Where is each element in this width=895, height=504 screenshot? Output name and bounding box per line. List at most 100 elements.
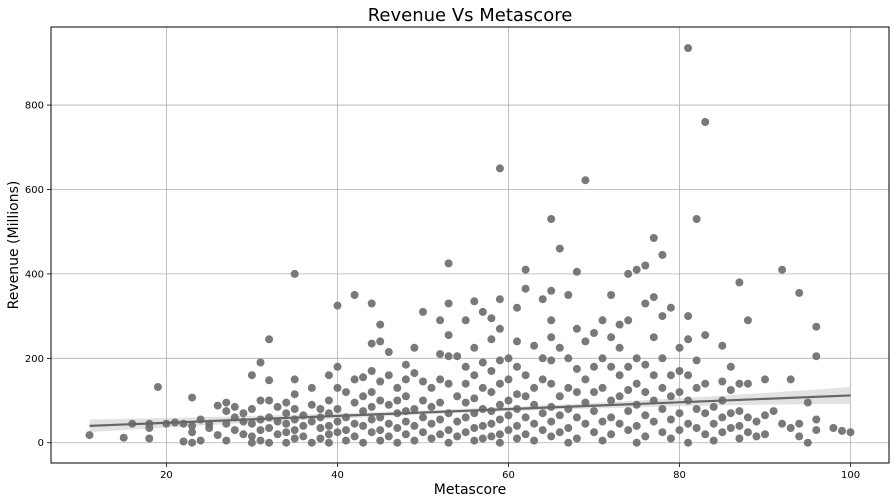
data-point bbox=[530, 341, 539, 350]
data-point bbox=[581, 176, 590, 185]
data-point bbox=[684, 44, 693, 53]
data-point bbox=[461, 398, 470, 407]
data-point bbox=[547, 215, 556, 223]
data-point bbox=[478, 434, 487, 443]
data-point bbox=[761, 430, 769, 439]
data-point bbox=[478, 421, 487, 430]
x-tick-label: 40 bbox=[331, 470, 344, 481]
data-point bbox=[247, 438, 256, 447]
data-point bbox=[419, 396, 427, 405]
data-point bbox=[726, 409, 735, 418]
data-point bbox=[684, 438, 693, 447]
data-point bbox=[290, 426, 299, 435]
data-point bbox=[607, 430, 616, 439]
data-point bbox=[555, 411, 564, 420]
data-point bbox=[256, 396, 265, 405]
data-point bbox=[769, 407, 778, 416]
data-point bbox=[350, 398, 359, 407]
data-point bbox=[359, 421, 368, 430]
data-point bbox=[735, 434, 744, 443]
data-point bbox=[342, 388, 350, 397]
data-point bbox=[735, 421, 744, 430]
data-point bbox=[419, 307, 427, 316]
x-tick-layer: 20 40 60 80 100 bbox=[160, 463, 860, 481]
data-point bbox=[607, 362, 616, 371]
data-point bbox=[615, 320, 624, 329]
data-point bbox=[624, 407, 633, 416]
y-tick-label: 600 bbox=[25, 185, 44, 196]
data-point bbox=[743, 428, 752, 437]
data-point bbox=[265, 396, 274, 405]
data-point bbox=[615, 371, 624, 380]
data-point bbox=[598, 316, 607, 325]
data-point bbox=[401, 360, 410, 369]
data-point bbox=[495, 164, 504, 173]
data-point bbox=[684, 396, 693, 405]
data-point bbox=[290, 375, 299, 384]
data-point bbox=[743, 379, 752, 388]
data-point bbox=[555, 392, 564, 401]
data-point bbox=[359, 407, 368, 416]
data-point bbox=[453, 352, 462, 361]
data-point bbox=[470, 371, 479, 380]
data-point bbox=[547, 333, 556, 342]
x-tick-label: 80 bbox=[673, 470, 686, 481]
data-point bbox=[504, 375, 513, 384]
data-point bbox=[453, 432, 462, 441]
data-point bbox=[590, 362, 598, 371]
data-point bbox=[607, 413, 616, 422]
data-point bbox=[641, 411, 650, 420]
data-point bbox=[812, 352, 821, 361]
data-point bbox=[555, 428, 564, 437]
data-point bbox=[615, 392, 624, 401]
data-point bbox=[786, 375, 795, 384]
data-point bbox=[684, 371, 693, 380]
data-point bbox=[590, 407, 598, 416]
data-point bbox=[444, 259, 453, 268]
data-point bbox=[538, 409, 547, 418]
x-tick-label: 60 bbox=[502, 470, 515, 481]
data-point bbox=[632, 438, 641, 447]
data-point bbox=[538, 354, 547, 363]
data-point bbox=[213, 431, 222, 440]
data-point bbox=[487, 388, 496, 397]
data-point bbox=[572, 324, 581, 333]
data-point bbox=[393, 424, 402, 432]
data-point bbox=[384, 432, 393, 441]
data-point bbox=[666, 392, 675, 401]
data-point bbox=[590, 428, 598, 437]
data-point bbox=[504, 426, 513, 435]
data-point bbox=[521, 265, 530, 274]
data-point bbox=[692, 383, 701, 392]
data-point bbox=[461, 413, 470, 422]
data-point bbox=[478, 307, 487, 316]
data-point bbox=[487, 419, 496, 428]
data-point bbox=[333, 428, 342, 437]
data-point bbox=[376, 377, 385, 386]
data-point bbox=[581, 375, 590, 384]
data-point bbox=[564, 291, 573, 299]
data-point bbox=[384, 348, 393, 356]
data-point bbox=[239, 409, 248, 418]
data-point bbox=[265, 335, 274, 344]
data-point bbox=[735, 407, 744, 416]
data-point bbox=[342, 426, 350, 435]
data-point bbox=[367, 339, 376, 348]
data-point bbox=[743, 413, 752, 422]
regression-line bbox=[89, 394, 851, 427]
data-point bbox=[692, 424, 701, 432]
data-point bbox=[530, 400, 539, 409]
data-point bbox=[333, 417, 342, 426]
data-point bbox=[410, 343, 419, 352]
data-point bbox=[487, 314, 496, 323]
data-point bbox=[436, 316, 445, 325]
data-point bbox=[359, 373, 368, 382]
data-point bbox=[666, 415, 675, 424]
data-point bbox=[666, 434, 675, 443]
data-point bbox=[419, 377, 427, 386]
chart-title: Revenue Vs Metascore bbox=[368, 5, 573, 26]
data-point bbox=[290, 269, 299, 278]
data-point bbox=[478, 358, 487, 367]
data-point bbox=[444, 352, 453, 361]
data-point bbox=[684, 419, 693, 428]
